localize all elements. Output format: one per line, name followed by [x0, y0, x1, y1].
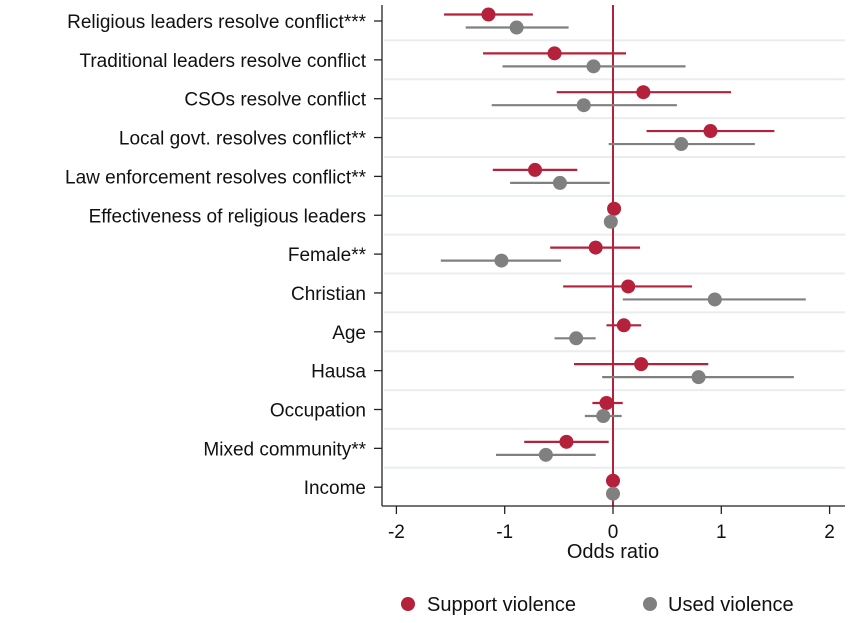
point-support-violence-female: [588, 240, 603, 255]
point-support-violence-christian: [621, 279, 636, 294]
legend-marker-used-violence: [643, 597, 657, 611]
point-used-violence-female: [494, 253, 509, 268]
y-label-income: Income: [304, 478, 366, 499]
x-tick-label: -1: [496, 522, 513, 543]
y-tick-labels: Religious leaders resolve conflict*** Tra…: [65, 12, 367, 499]
point-used-violence-mixed-community: [538, 447, 553, 462]
x-tick-label: 0: [608, 522, 619, 543]
gridlines: [384, 39, 845, 469]
point-support-violence-age: [616, 318, 631, 333]
axes: [374, 5, 845, 514]
data-marks: [440, 7, 806, 501]
legend-label-used-violence: Used violence: [668, 594, 794, 616]
point-used-violence-income: [606, 486, 620, 501]
y-label-law-enforcement-resolves-conflict: Law enforcement resolves conflict**: [65, 167, 367, 188]
y-label-religious-leaders-resolve-conflict: Religious leaders resolve conflict***: [67, 12, 366, 33]
point-used-violence-effectiveness-of-religious-leaders: [603, 214, 618, 229]
legend-item-support-violence: Support violence: [401, 594, 576, 616]
x-tick-label: -2: [388, 522, 405, 543]
y-label-female: Female**: [288, 245, 367, 266]
x-tick-labels: -2 -1 0 1 2: [388, 522, 835, 543]
legend: Support violence Used violence: [401, 594, 794, 616]
point-used-violence-hausa: [691, 370, 706, 385]
point-used-violence-religious-leaders-resolve-conflict: [509, 20, 524, 35]
y-label-mixed-community: Mixed community**: [203, 439, 366, 460]
point-used-violence-christian: [707, 292, 722, 307]
point-support-violence-income: [606, 473, 620, 488]
point-support-violence-traditional-leaders-resolve-conflict: [547, 46, 562, 61]
y-label-local-govt-resolves-conflict: Local govt. resolves conflict**: [119, 129, 367, 150]
point-used-violence-traditional-leaders-resolve-conflict: [586, 59, 601, 74]
point-support-violence-religious-leaders-resolve-conflict: [481, 7, 496, 22]
y-label-effectiveness-of-religious-leaders: Effectiveness of religious leaders: [89, 206, 366, 227]
x-axis-title: Odds ratio: [567, 541, 659, 563]
point-used-violence-csos-resolve-conflict: [576, 98, 591, 113]
x-tick-label: 2: [824, 522, 835, 543]
point-used-violence-law-enforcement-resolves-conflict: [552, 175, 567, 190]
legend-marker-support-violence: [401, 597, 415, 611]
y-label-csos-resolve-conflict: CSOs resolve conflict: [184, 90, 366, 111]
point-support-violence-local-govt-resolves-conflict: [703, 124, 718, 139]
point-support-violence-mixed-community: [559, 434, 574, 449]
legend-item-used-violence: Used violence: [643, 594, 794, 616]
y-label-occupation: Occupation: [270, 401, 366, 422]
point-support-violence-law-enforcement-resolves-conflict: [528, 162, 543, 177]
y-label-traditional-leaders-resolve-conflict: Traditional leaders resolve conflict: [79, 51, 366, 72]
legend-label-support-violence: Support violence: [427, 594, 576, 616]
point-used-violence-local-govt-resolves-conflict: [674, 137, 689, 152]
point-support-violence-occupation: [599, 396, 614, 410]
point-support-violence-effectiveness-of-religious-leaders: [607, 201, 622, 216]
x-tick-label: 1: [716, 522, 727, 543]
point-support-violence-csos-resolve-conflict: [636, 85, 651, 100]
point-used-violence-age: [569, 331, 584, 346]
point-used-violence-occupation: [596, 409, 611, 423]
point-support-violence-hausa: [634, 357, 649, 372]
y-label-christian: Christian: [291, 284, 366, 305]
y-label-age: Age: [332, 323, 366, 344]
y-label-hausa: Hausa: [311, 362, 366, 383]
